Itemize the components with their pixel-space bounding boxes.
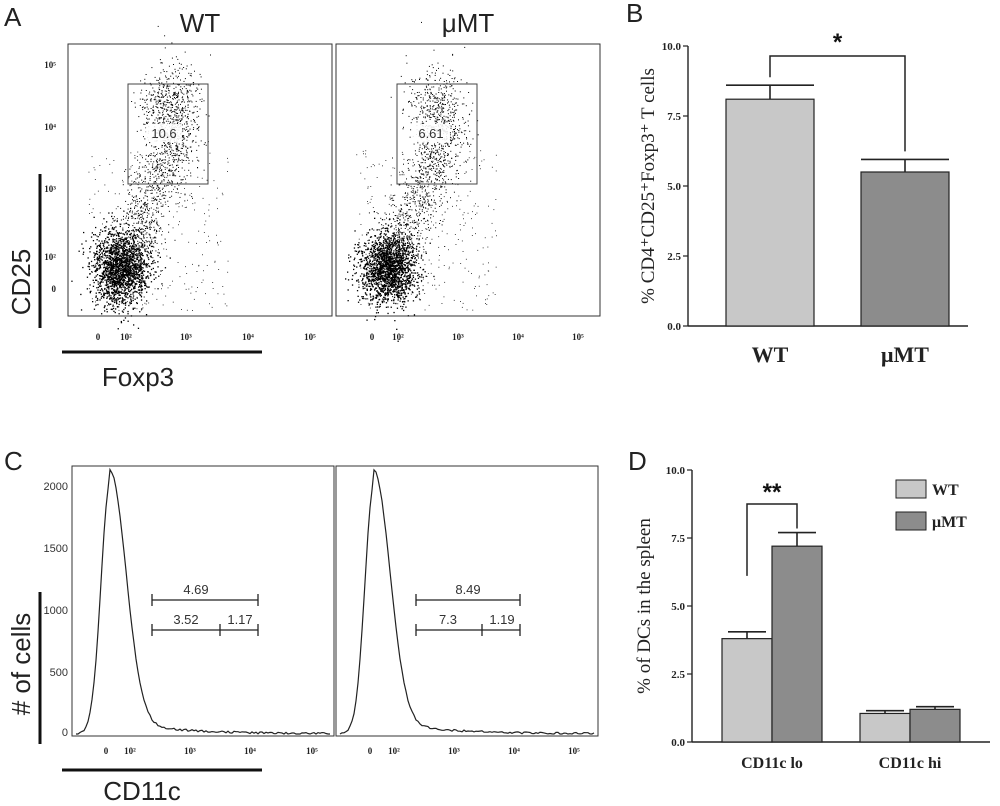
histogram-mumt [339,468,595,735]
gate-left-mumt: 7.3 [439,612,457,627]
panel-c-xtick: 10³ [184,746,196,756]
panel-a-xtick: 10⁴ [242,332,254,342]
d-category-label: CD11c lo [741,755,803,772]
gate-bars-mumt [415,594,521,636]
panel-c-xtick: 10² [388,746,400,756]
gate-bars-wt [151,594,259,636]
panel-c-xtick: 0 [104,746,109,756]
panel-c-xtick: 10⁴ [508,746,520,756]
panel-c-xtick: 10³ [448,746,460,756]
panel-c-x-ticks-mumt: 0 10² 10³ 10⁴ 10⁵ [368,746,580,756]
d-bar [721,638,773,743]
panel-a-y-label: CD25 [6,249,36,315]
panel-a-xtick: 10⁵ [572,332,584,342]
panel-a-header-mumt: μMT [442,8,495,38]
panel-a-x-label: Foxp3 [102,362,174,392]
scatter-density-mumt [345,21,497,342]
gate-total-wt: 4.69 [183,582,208,597]
panel-c-y-label: # of cells [6,613,36,716]
d-bar [771,545,823,743]
bar-chart-d: 0.0 2.5 5.0 7.5 10.0 CD11c lo CD11c hi ** WT μMT%… [634,465,990,772]
panel-a-xtick: 10⁵ [304,332,316,342]
d-ytick-label: 10.0 [666,465,686,477]
d-significance-bracket [746,503,798,576]
d-ytick-label: 0.0 [671,737,685,749]
b-bar [725,98,815,327]
panel-c-letter: C [4,446,23,476]
panel-a-plot-mumt: 6.61 [335,21,601,342]
panel-a-letter: A [4,2,22,32]
panel-a-header-wt: WT [180,8,221,38]
bar-chart-b: 0.0 2.5 5.0 7.5 10.0 WT μMT * % CD4⁺CD25⁺Foxp3⁺ … [638,29,968,367]
panel-a-plot-wt: 10.6 [67,25,333,330]
panel-c-plot-mumt: 8.49 7.3 1.19 [335,465,599,737]
panel-c-xtick: 10² [124,746,136,756]
d-bar [909,708,961,743]
b-ytick-label: 2.5 [667,251,681,263]
panel-c-xtick: 10⁴ [244,746,256,756]
b-category-label: WT [752,342,789,367]
panel-a-ytick: 10² [44,252,56,262]
b-ytick-label: 10.0 [662,41,682,53]
gate-value-wt: 10.6 [151,126,176,141]
panel-b-letter: B [626,0,643,28]
panel-a-y-ticks: 10⁵ 10⁴ 10³ 10² 0 [44,60,56,294]
panel-c-x-ticks-wt: 0 10² 10³ 10⁴ 10⁵ [104,746,318,756]
panel-a-xtick: 0 [96,332,101,342]
panel-c-xtick: 10⁵ [568,746,580,756]
panel-c-x-label: CD11c [103,776,181,806]
panel-c-ytick: 0 [62,727,68,739]
panel-a-ytick: 0 [52,284,57,294]
d-category-label: CD11c hi [879,755,942,772]
panel-c-ytick: 1000 [44,605,68,617]
d-legend-swatch [895,511,927,531]
panel-c-xtick: 10⁵ [306,746,318,756]
gate-right-mumt: 1.19 [489,612,514,627]
panel-c-ytick: 1500 [44,543,68,555]
panel-c-plot-wt: 4.69 3.52 1.17 [71,465,335,737]
d-ytick-label: 5.0 [671,601,685,613]
d-legend-label: μMT [932,514,967,531]
panel-a-xtick: 10³ [452,332,464,342]
panel-a-x-ticks-mumt: 0 10² 10³ 10⁴ 10⁵ [370,332,584,342]
panel-a-xtick: 10² [392,332,404,342]
d-legend-swatch [895,479,927,499]
scatter-density-wt [71,25,229,330]
gate-box-mumt [396,83,478,185]
panel-a-xtick: 10² [120,332,132,342]
histogram-wt [76,467,330,735]
d-y-label: % of DCs in the spleen [634,518,655,694]
gate-total-mumt: 8.49 [455,582,480,597]
panel-a-ytick: 10⁵ [44,60,56,70]
panel-a-xtick: 10³ [180,332,192,342]
d-bar [859,712,911,743]
panel-c-ytick: 2000 [44,481,68,493]
d-legend-label: WT [932,482,959,499]
panel-c-ytick: 500 [50,667,68,679]
b-ytick-label: 7.5 [667,111,681,123]
d-ytick-label: 2.5 [671,669,685,681]
panel-a-ytick: 10⁴ [44,122,56,132]
b-ytick-label: 0.0 [667,321,681,333]
b-ytick-label: 5.0 [667,181,681,193]
gate-box-wt [127,83,209,185]
panel-a-xtick: 10⁴ [512,332,524,342]
panel-a-ytick: 10³ [44,184,56,194]
panel-c-xtick: 0 [368,746,373,756]
panel-a-x-ticks-wt: 0 10² 10³ 10⁴ 10⁵ [96,332,316,342]
panel-c-y-ticks: 2000 1500 1000 500 0 [44,481,68,739]
b-significance-bracket [769,55,906,152]
d-significance-label: ** [763,479,782,506]
b-significance-label: * [833,29,843,56]
panel-d-letter: D [628,446,647,476]
b-bar [860,171,950,327]
d-ytick-label: 7.5 [671,533,685,545]
gate-value-mumt: 6.61 [418,126,443,141]
panel-a-xtick: 0 [370,332,375,342]
b-category-label: μMT [881,342,929,367]
gate-right-wt: 1.17 [227,612,252,627]
b-y-label: % CD4⁺CD25⁺Foxp3⁺ T cells [638,68,659,304]
gate-left-wt: 3.52 [173,612,198,627]
